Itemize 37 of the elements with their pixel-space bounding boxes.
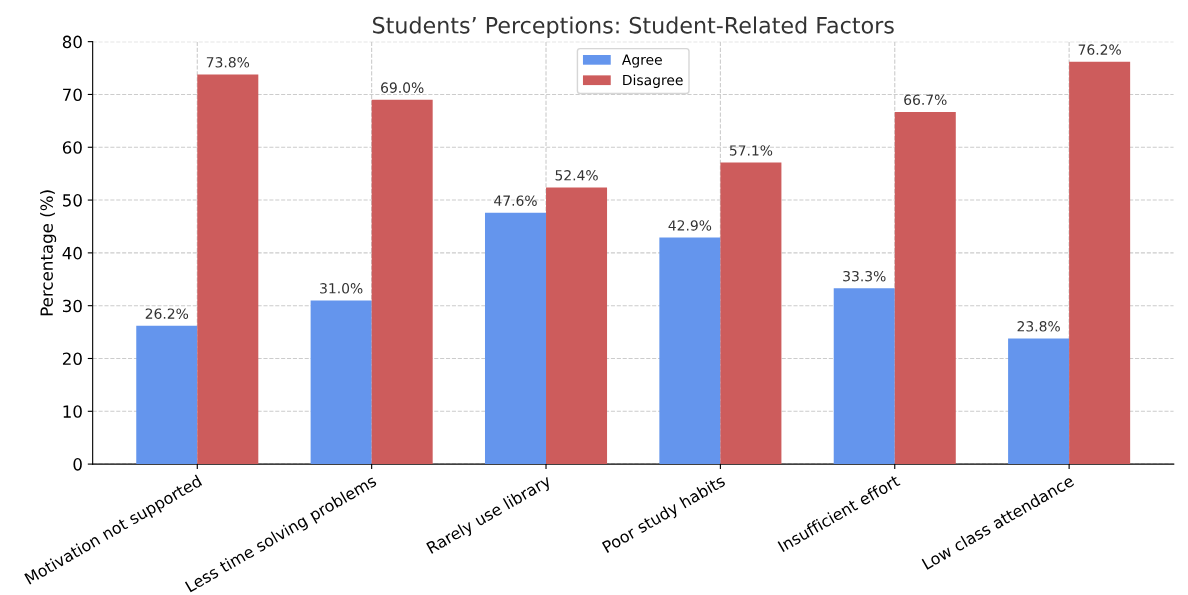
y-axis-title: Percentage (%) — [40, 190, 57, 316]
bar — [1069, 61, 1131, 465]
bar — [546, 187, 608, 465]
data-label: 52.4% — [555, 170, 598, 181]
y-tick-label: 10 — [63, 405, 82, 418]
bar — [136, 325, 198, 465]
y-tick-label: 20 — [62, 352, 82, 366]
data-label: 57.1% — [729, 145, 773, 156]
data-label: 33.3% — [843, 270, 886, 282]
y-tick-label: 30 — [63, 299, 82, 313]
data-label: 26.2% — [145, 308, 189, 319]
data-label: 69.0% — [381, 82, 424, 93]
legend-label: Agree — [621, 54, 662, 68]
y-tick-label: 50 — [63, 194, 82, 207]
bar — [484, 212, 547, 465]
bar — [659, 237, 721, 465]
bar — [197, 74, 259, 465]
data-label: 23.8% — [1017, 321, 1060, 332]
y-tick-label: 0 — [73, 458, 82, 471]
data-label: 31.0% — [320, 283, 363, 294]
data-label: 47.6% — [494, 195, 537, 206]
bar — [833, 288, 895, 465]
y-tick-label: 40 — [62, 246, 82, 260]
data-label: 73.8% — [206, 57, 250, 68]
chart-title: Students’ Perceptions: Student-Related Factors — [373, 16, 894, 38]
bar — [371, 99, 433, 465]
bar — [720, 162, 782, 465]
y-tick-label: 70 — [63, 88, 82, 102]
legend-label: Disagree — [623, 74, 683, 88]
bar — [310, 300, 372, 465]
y-tick-label: 80 — [62, 35, 82, 49]
bar — [894, 111, 956, 465]
y-tick-label: 60 — [62, 141, 82, 154]
bar — [1008, 338, 1070, 465]
data-label: 42.9% — [668, 220, 712, 231]
data-label: 66.7% — [904, 94, 947, 106]
data-label: 76.2% — [1078, 44, 1121, 55]
